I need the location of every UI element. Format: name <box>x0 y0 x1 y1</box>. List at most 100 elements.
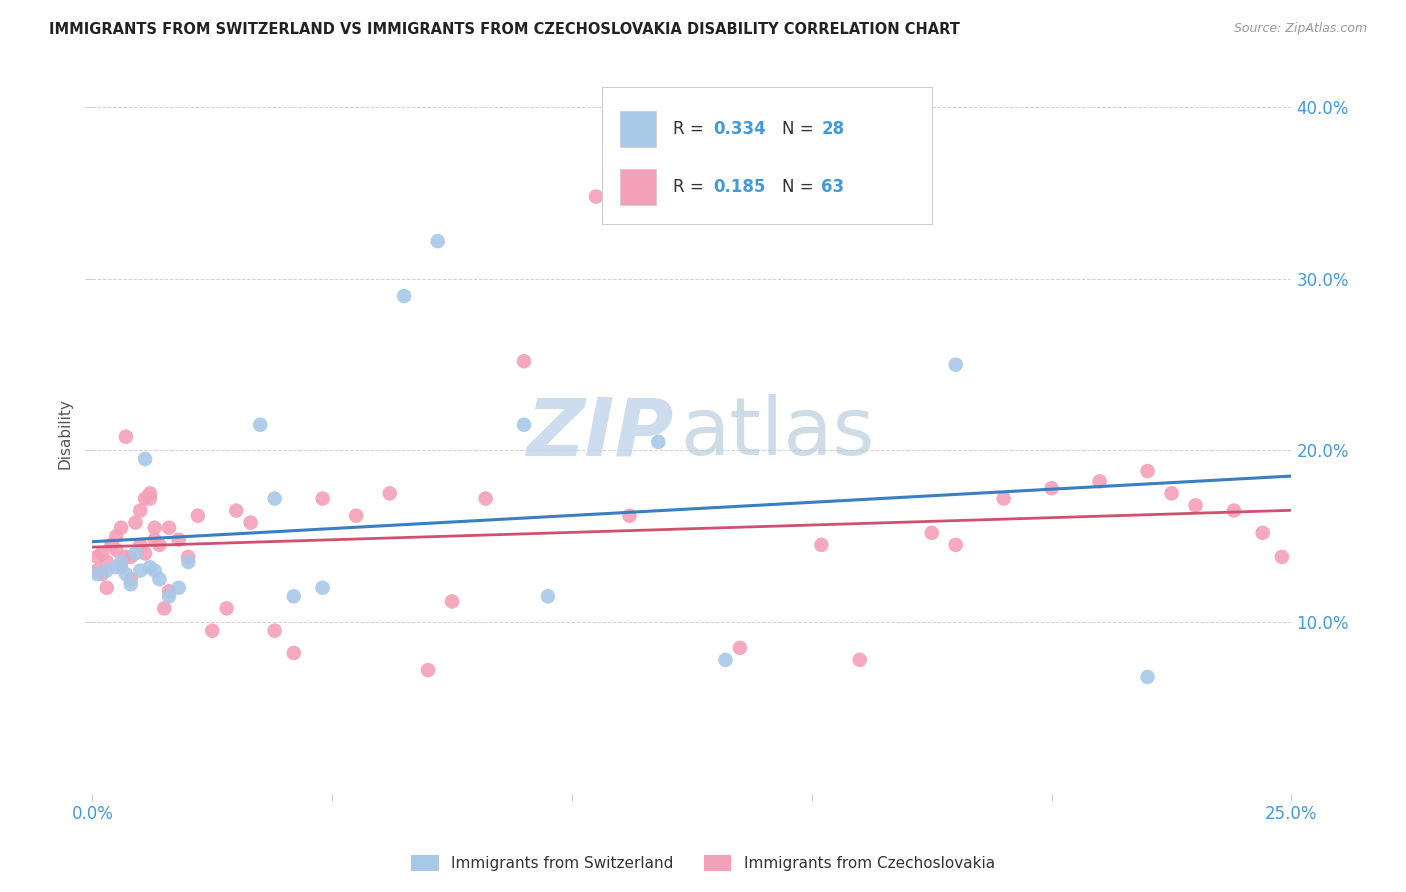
Point <box>129 503 152 517</box>
FancyBboxPatch shape <box>602 87 932 224</box>
Point <box>344 508 367 523</box>
Point <box>426 234 449 248</box>
Point <box>110 555 132 569</box>
FancyBboxPatch shape <box>620 112 657 147</box>
Point <box>120 577 142 591</box>
Text: 63: 63 <box>821 178 845 196</box>
Text: 28: 28 <box>821 120 845 138</box>
Point <box>96 581 118 595</box>
Point <box>139 486 162 500</box>
Point <box>148 538 170 552</box>
Point <box>513 417 536 432</box>
Point <box>134 452 156 467</box>
Point <box>993 491 1015 506</box>
Point <box>513 354 536 368</box>
Text: 0.185: 0.185 <box>713 178 766 196</box>
Point <box>157 590 180 604</box>
Point <box>96 564 118 578</box>
Point <box>647 434 669 449</box>
Point <box>441 594 464 608</box>
Point <box>110 560 132 574</box>
Point <box>105 543 128 558</box>
Point <box>311 581 333 595</box>
Point <box>90 567 112 582</box>
Point <box>945 538 967 552</box>
Point <box>239 516 262 530</box>
Point <box>263 624 285 638</box>
Point <box>167 533 190 547</box>
Point <box>474 491 496 506</box>
Text: N =: N = <box>782 178 818 196</box>
Point <box>283 646 305 660</box>
FancyBboxPatch shape <box>620 169 657 205</box>
Point <box>1040 481 1063 495</box>
Point <box>105 560 128 574</box>
Point <box>263 491 285 506</box>
Point <box>1309 499 1331 513</box>
Point <box>120 549 142 564</box>
Text: ZIP: ZIP <box>526 394 673 473</box>
Point <box>134 491 156 506</box>
Point <box>129 564 152 578</box>
Point <box>848 653 870 667</box>
Point <box>1088 475 1111 489</box>
Point <box>585 189 607 203</box>
Text: R =: R = <box>672 120 709 138</box>
Point <box>167 581 190 595</box>
Text: N =: N = <box>782 120 818 138</box>
Point <box>392 289 415 303</box>
Point <box>187 508 209 523</box>
Point <box>921 525 943 540</box>
Point <box>1160 486 1182 500</box>
Point <box>378 486 401 500</box>
Point <box>728 640 751 655</box>
Point <box>129 538 152 552</box>
Point <box>143 533 166 547</box>
Point <box>86 549 108 564</box>
Point <box>1223 503 1246 517</box>
Point <box>86 567 108 582</box>
Point <box>714 653 737 667</box>
Point <box>1184 499 1206 513</box>
Point <box>115 549 138 564</box>
Text: Source: ZipAtlas.com: Source: ZipAtlas.com <box>1233 22 1367 36</box>
Point <box>124 516 146 530</box>
Legend: Immigrants from Switzerland, Immigrants from Czechoslovakia: Immigrants from Switzerland, Immigrants … <box>405 849 1001 877</box>
Point <box>139 560 162 574</box>
Point <box>1136 464 1159 478</box>
Point <box>134 546 156 560</box>
Text: 0.334: 0.334 <box>713 120 766 138</box>
Point <box>1251 525 1274 540</box>
Point <box>1136 670 1159 684</box>
Point <box>120 572 142 586</box>
Point <box>537 590 560 604</box>
Point <box>100 538 122 552</box>
Point <box>90 546 112 560</box>
Point <box>177 549 200 564</box>
Point <box>311 491 333 506</box>
Point <box>945 358 967 372</box>
Point <box>225 503 247 517</box>
Point <box>143 564 166 578</box>
Point <box>215 601 238 615</box>
Point <box>139 491 162 506</box>
Point <box>115 430 138 444</box>
Point <box>249 417 271 432</box>
Point <box>148 572 170 586</box>
Point <box>201 624 224 638</box>
Text: IMMIGRANTS FROM SWITZERLAND VS IMMIGRANTS FROM CZECHOSLOVAKIA DISABILITY CORRELA: IMMIGRANTS FROM SWITZERLAND VS IMMIGRANT… <box>49 22 960 37</box>
Point <box>1329 525 1351 540</box>
Point <box>157 584 180 599</box>
Point <box>96 555 118 569</box>
Point <box>1271 549 1294 564</box>
Point <box>1289 512 1312 526</box>
Point <box>283 590 305 604</box>
Point <box>124 546 146 560</box>
Point <box>619 508 641 523</box>
Point <box>157 521 180 535</box>
Point <box>153 601 176 615</box>
Point <box>416 663 439 677</box>
Text: atlas: atlas <box>681 394 875 473</box>
Point <box>105 529 128 543</box>
Point <box>143 521 166 535</box>
